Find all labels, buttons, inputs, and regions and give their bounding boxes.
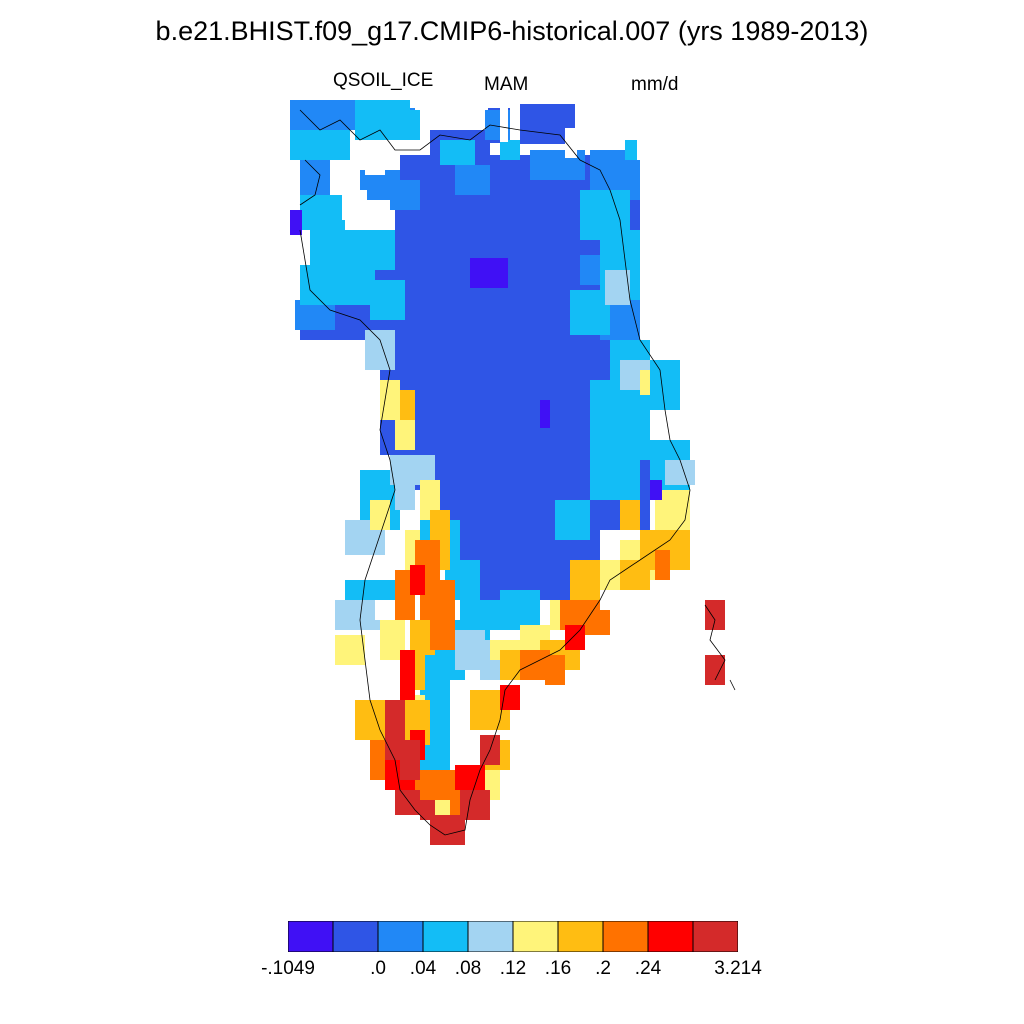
colorbar-swatch (467, 921, 514, 952)
colorbar-swatch (602, 921, 649, 952)
min-cell (540, 400, 550, 428)
variable-label: QSOIL_ICE (333, 70, 434, 91)
amber-cell (400, 390, 415, 420)
cyan-cell (360, 230, 395, 270)
colorbar-tick-label: -.1049 (261, 958, 315, 979)
map-grid-cells (290, 100, 725, 845)
colorbar-swatch (647, 921, 694, 952)
colorbar-swatch (288, 921, 334, 952)
greenland-map (290, 100, 736, 845)
colorbar (288, 921, 738, 952)
cyan-cell (300, 265, 375, 305)
cyan-cell (590, 460, 640, 500)
cyan-cell (290, 130, 350, 160)
cyan-cell (555, 500, 590, 540)
amber-cell (620, 500, 640, 530)
missing-cell (565, 128, 577, 158)
missing-cell (500, 102, 508, 142)
red-cell (500, 685, 520, 710)
red-cell (400, 650, 415, 700)
orange-cell (430, 620, 455, 650)
yellow-cell (335, 635, 365, 665)
cyan-cell (500, 590, 540, 610)
orange-cell (420, 580, 455, 620)
coastline-path (729, 679, 736, 691)
missing-cell (342, 190, 367, 220)
min-cell (290, 210, 302, 235)
cyan-cell (570, 290, 610, 335)
colorbar-tick-label: .12 (499, 958, 527, 979)
lightblue-cell (605, 270, 630, 305)
colorbar-swatch (557, 921, 604, 952)
yellow-cell (395, 420, 415, 450)
min-cell (650, 480, 662, 500)
lightblue-cell (665, 460, 695, 485)
yellow-cell (640, 370, 650, 395)
coastline-path (299, 109, 691, 836)
darkred-cell (705, 655, 725, 685)
lightblue-cell (365, 330, 395, 370)
yellow-cell (380, 380, 400, 420)
colorbar-labels: -.1049 .0 .04 .08 .12 .16 .2 .24 3.214 (0, 958, 1024, 988)
colorbar-swatch (512, 921, 559, 952)
cyan-cell (625, 140, 637, 160)
amber-cell (620, 560, 650, 590)
coastline (299, 109, 736, 836)
red-cell (410, 565, 425, 595)
red-cell (565, 625, 585, 650)
colorbar-tick-label: .24 (634, 958, 662, 979)
coastline-path (704, 604, 726, 681)
missing-cell (365, 150, 385, 175)
colorbar-swatch (377, 921, 424, 952)
colorbar-swatch (692, 921, 738, 952)
colorbar-tick-label: .08 (454, 958, 482, 979)
margin-cell (455, 165, 490, 195)
colorbar-swatch (422, 921, 469, 952)
units-label: mm/d (631, 74, 679, 95)
colorbar-tick-label: .04 (409, 958, 437, 979)
coastline-path (299, 159, 321, 206)
colorbar-swatch (332, 921, 379, 952)
lightblue-cell (395, 470, 415, 510)
colorbar-tick-label: .0 (370, 958, 386, 979)
colorbar-tick-label: 3.214 (714, 958, 762, 979)
colorbar-tick-label: .16 (544, 958, 572, 979)
cyan-cell (440, 140, 475, 165)
missing-cell (375, 600, 395, 620)
min-cell (470, 258, 508, 288)
darkred-cell (420, 800, 435, 820)
darkred-cell (400, 740, 420, 780)
yellow-cell (370, 500, 390, 530)
cyan-cell (395, 110, 420, 140)
margin-cell (390, 180, 420, 210)
cyan-cell (370, 280, 405, 320)
orange-cell (655, 550, 670, 580)
darkred-cell (705, 600, 725, 630)
season-label: MAM (484, 74, 529, 95)
plot-title: b.e21.BHIST.f09_g17.CMIP6-historical.007… (155, 16, 869, 46)
orange-cell (545, 655, 565, 685)
cyan-cell (500, 140, 520, 160)
darkred-cell (430, 815, 465, 845)
colorbar-tick-label: .2 (595, 958, 611, 979)
cyan-cell (300, 195, 345, 230)
amber-cell (570, 560, 600, 600)
